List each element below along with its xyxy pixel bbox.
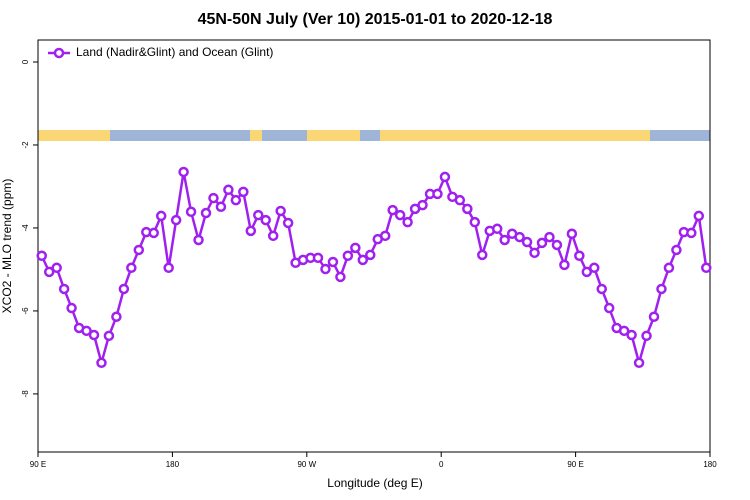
point <box>365 249 376 261</box>
series-line <box>40 171 708 368</box>
point <box>155 210 167 222</box>
point <box>327 256 339 268</box>
point <box>81 325 92 337</box>
point <box>603 302 615 314</box>
x-tick-label: 90 E <box>30 460 46 469</box>
point <box>36 250 47 262</box>
x-tick-label: 180 <box>703 460 717 469</box>
point <box>521 236 533 248</box>
point <box>223 184 234 196</box>
point <box>454 194 466 206</box>
point <box>462 203 473 215</box>
point <box>589 262 600 274</box>
point <box>379 230 391 242</box>
point <box>193 234 204 246</box>
point <box>574 250 585 262</box>
point <box>432 188 443 200</box>
point <box>626 329 637 341</box>
point <box>350 242 361 254</box>
point <box>335 271 346 283</box>
point <box>163 262 174 274</box>
point <box>536 237 548 249</box>
point <box>402 216 413 228</box>
x-tick-label: 180 <box>166 460 180 469</box>
point <box>544 231 555 243</box>
point <box>357 254 369 266</box>
point <box>118 283 130 295</box>
point <box>178 166 189 178</box>
y-tick-label: -2 <box>21 141 30 149</box>
point <box>671 244 682 256</box>
point <box>58 283 70 295</box>
point <box>96 357 107 369</box>
point <box>230 194 242 206</box>
legend-label: Land (Nadir&Glint) and Ocean (Glint) <box>76 45 273 59</box>
x-axis-label: Longitude (deg E) <box>327 476 422 490</box>
point <box>200 207 212 219</box>
y-tick-label: 0 <box>21 59 30 64</box>
chart-title: 45N-50N July (Ver 10) 2015-01-01 to 2020… <box>198 11 553 28</box>
legend-marker <box>53 47 65 59</box>
point <box>88 329 100 341</box>
point <box>514 231 525 243</box>
x-tick-label: 0 <box>439 460 444 469</box>
point <box>185 206 197 218</box>
point <box>260 214 271 226</box>
point <box>275 205 286 217</box>
point <box>641 330 652 342</box>
map-strip <box>38 130 710 141</box>
point <box>439 171 451 183</box>
point <box>663 262 675 274</box>
point <box>596 283 607 295</box>
y-tick-label: -6 <box>21 307 30 315</box>
point <box>238 186 249 198</box>
point <box>566 228 578 240</box>
point <box>148 227 159 239</box>
point <box>312 252 324 264</box>
point <box>51 262 62 274</box>
point <box>491 223 503 235</box>
point <box>43 266 55 278</box>
point <box>633 357 645 369</box>
point <box>282 217 294 229</box>
x-tick-label: 90 W <box>297 460 316 469</box>
point <box>133 244 145 256</box>
point <box>342 250 354 262</box>
y-tick-label: -4 <box>21 224 30 232</box>
point <box>701 262 712 274</box>
point <box>170 214 182 226</box>
point <box>394 209 406 221</box>
point <box>253 209 264 221</box>
point <box>477 249 488 261</box>
point <box>686 227 697 239</box>
point <box>417 199 428 211</box>
point <box>66 302 77 314</box>
point <box>208 192 219 204</box>
point <box>387 204 398 216</box>
point <box>693 210 705 222</box>
point <box>126 262 137 274</box>
point <box>529 247 540 259</box>
point <box>499 234 510 246</box>
point <box>245 225 257 237</box>
point <box>103 330 115 342</box>
point <box>111 311 122 322</box>
plot-frame <box>37 39 711 453</box>
point <box>469 216 481 228</box>
point <box>551 239 563 251</box>
point <box>559 259 570 271</box>
point <box>618 325 630 337</box>
point <box>656 283 667 295</box>
y-tick-label: -8 <box>21 390 30 398</box>
point <box>267 230 279 242</box>
point <box>215 201 227 213</box>
point <box>648 311 660 322</box>
x-tick-label: 90 E <box>567 460 583 469</box>
point <box>320 263 331 275</box>
y-axis-label: XCO2 - MLO trend (ppm) <box>0 179 14 314</box>
point <box>581 266 593 278</box>
